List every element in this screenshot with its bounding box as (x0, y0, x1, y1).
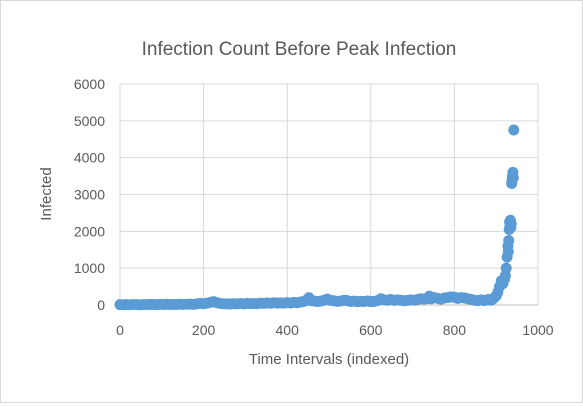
y-tick-label: 2000 (74, 223, 105, 239)
y-tick-label: 6000 (74, 76, 105, 92)
y-tick-label: 3000 (74, 187, 105, 203)
x-tick-label: 0 (116, 322, 124, 338)
y-tick-label: 5000 (74, 113, 105, 129)
data-point (503, 235, 515, 247)
y-tick-label: 4000 (74, 150, 105, 166)
x-axis-label: Time Intervals (indexed) (249, 351, 409, 368)
data-point (500, 262, 512, 274)
x-tick-label: 600 (359, 322, 383, 338)
y-axis-label: Infected (38, 167, 55, 220)
data-point (505, 218, 517, 230)
data-point (507, 172, 519, 184)
data-points (114, 124, 520, 311)
chart-title: Infection Count Before Peak Infection (142, 39, 457, 60)
data-point (502, 246, 514, 258)
y-tick-label: 0 (97, 297, 105, 313)
gridlines (120, 83, 539, 305)
y-axis-tick-labels: 0 1000 2000 3000 4000 5000 6000 (74, 76, 105, 313)
x-tick-label: 200 (192, 322, 216, 338)
y-tick-label: 1000 (74, 260, 105, 276)
data-point (508, 124, 520, 136)
x-tick-label: 800 (443, 322, 467, 338)
x-tick-label: 400 (276, 322, 300, 338)
x-tick-label: 1000 (522, 322, 553, 338)
x-axis-tick-labels: 0 200 400 600 800 1000 (116, 322, 554, 338)
